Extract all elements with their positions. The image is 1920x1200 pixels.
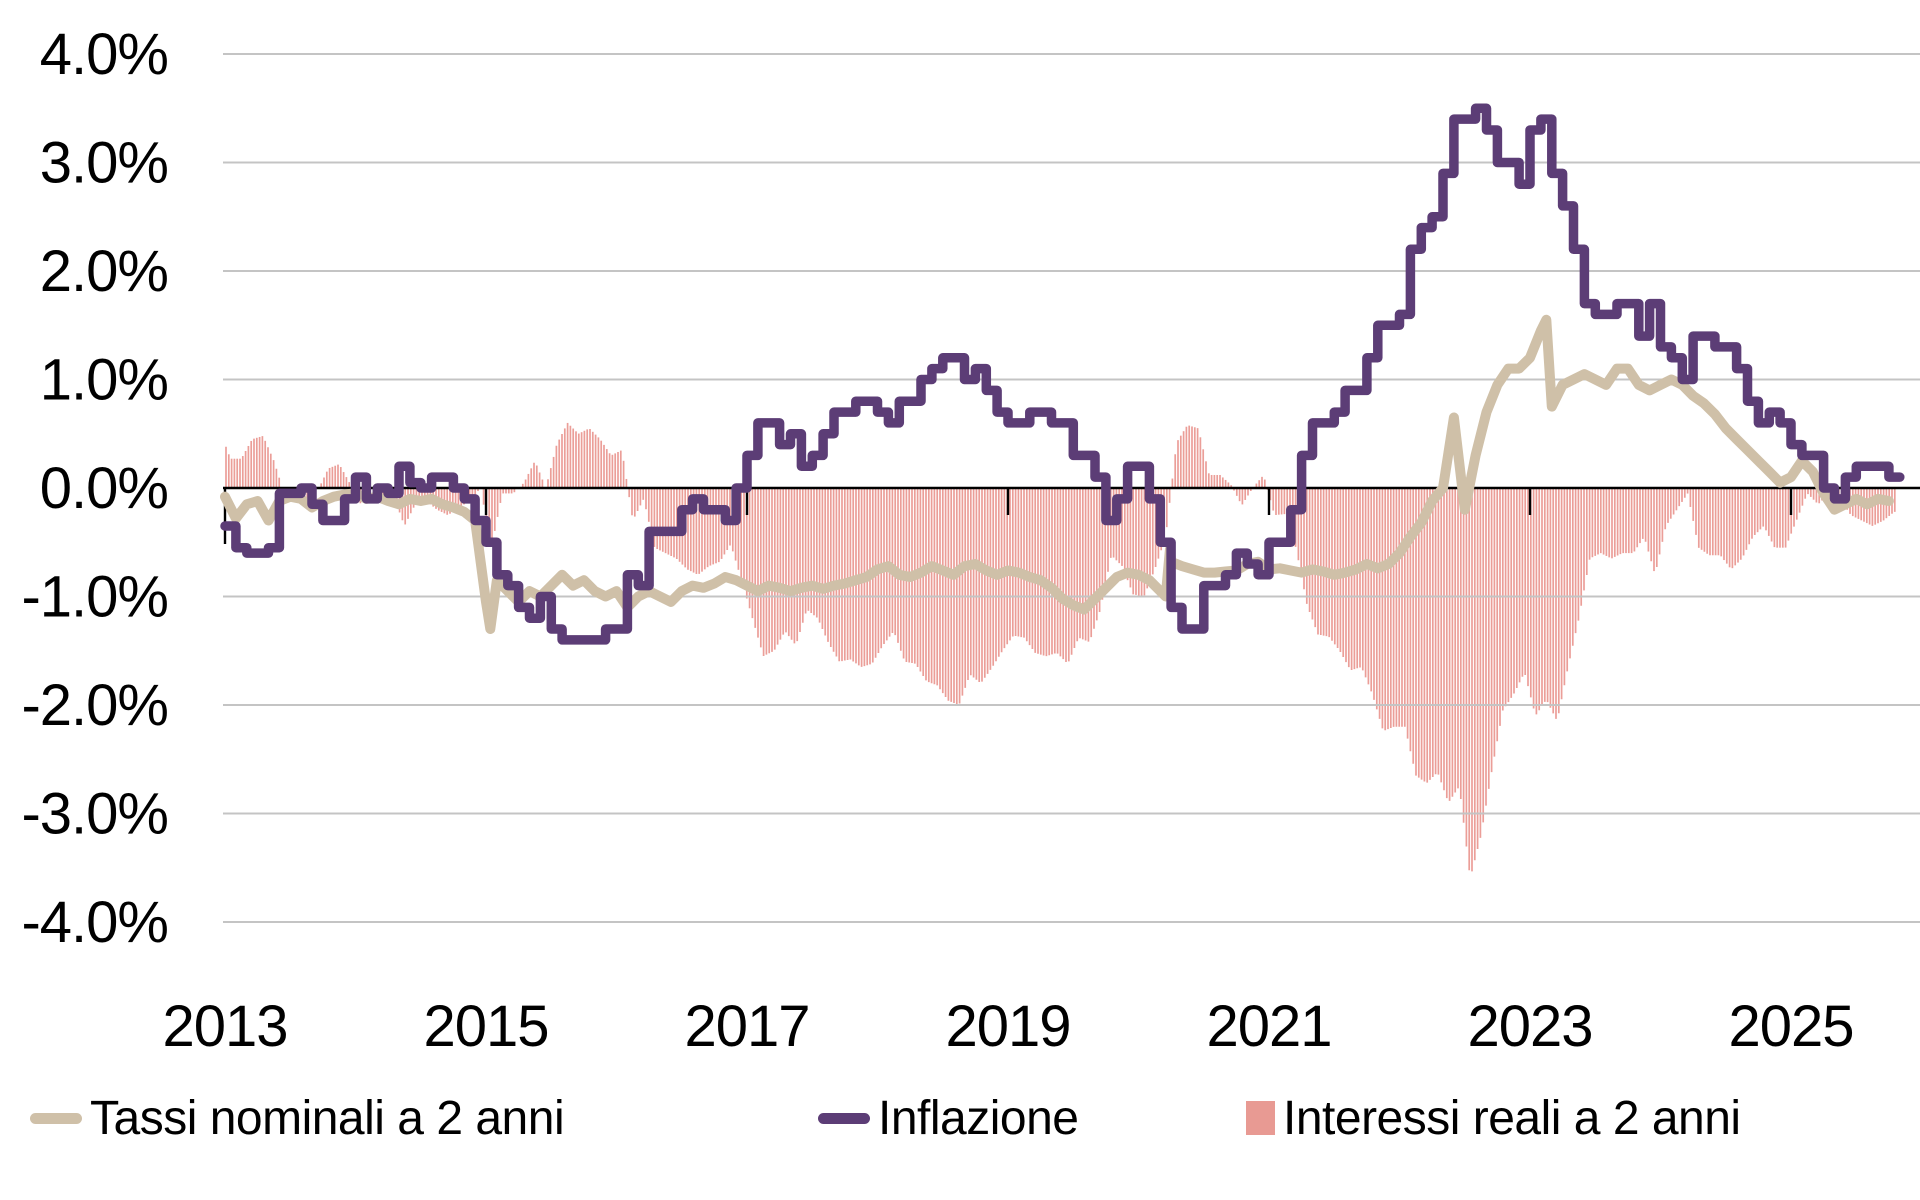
x-axis-tick-label: 2017 <box>684 994 809 1059</box>
y-axis-tick-label: -4.0% <box>21 890 168 955</box>
y-axis-tick-label: 3.0% <box>40 131 168 196</box>
y-axis-tick-label: 1.0% <box>40 348 168 413</box>
inflation-step-line <box>220 103 1905 645</box>
y-axis-tick-label: -2.0% <box>21 673 168 738</box>
x-axis-tick-label: 2025 <box>1728 994 1853 1059</box>
x-axis-tick-label: 2013 <box>162 994 287 1059</box>
inflation-line-swatch-icon <box>818 1112 870 1124</box>
x-axis-tick-label: 2021 <box>1206 994 1331 1059</box>
real-rates-swatch-icon <box>1246 1101 1275 1135</box>
legend: Tassi nominali a 2 anni Inflazione Inter… <box>0 1086 1920 1156</box>
rates-inflation-chart: 4.0% 3.0% 2.0% 1.0% 0.0% -1.0% -2.0% -3.0% -4.0%… <box>21 22 1920 1059</box>
legend-item-real: Interessi reali a 2 anni <box>1246 1086 1741 1150</box>
x-axis-tick-label: 2019 <box>945 994 1070 1059</box>
x-axis-tick-label: 2023 <box>1467 994 1592 1059</box>
legend-label-real: Interessi reali a 2 anni <box>1283 1091 1741 1145</box>
real-rates-bars <box>225 422 1896 872</box>
legend-label-inflation: Inflazione <box>878 1091 1079 1145</box>
y-axis-tick-label: 4.0% <box>40 22 168 87</box>
x-axis-tick-label: 2015 <box>423 994 548 1059</box>
legend-label-nominal: Tassi nominali a 2 anni <box>90 1091 565 1145</box>
y-axis-tick-label: 2.0% <box>40 239 168 304</box>
y-axis-tick-label: -3.0% <box>21 782 168 847</box>
legend-item-inflation: Inflazione <box>818 1086 1079 1150</box>
y-axis-tick-label: -1.0% <box>21 565 168 630</box>
legend-item-nominal: Tassi nominali a 2 anni <box>30 1086 565 1150</box>
y-axis-tick-label: 0.0% <box>40 456 168 521</box>
nominal-rate-line <box>220 314 1894 634</box>
nominal-line-swatch-icon <box>30 1112 82 1124</box>
